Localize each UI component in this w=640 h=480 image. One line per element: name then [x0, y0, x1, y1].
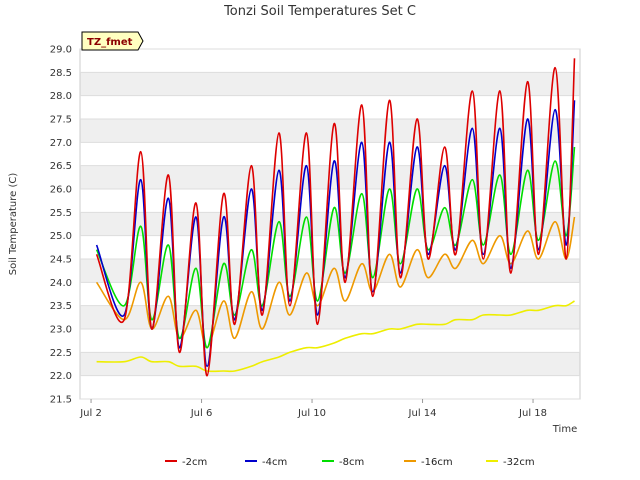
legend-label: -4cm — [262, 457, 287, 468]
background-band — [80, 305, 580, 329]
background-band — [80, 282, 580, 306]
legend-label: -8cm — [339, 457, 364, 468]
legend-label: -32cm — [503, 457, 535, 468]
series-line-neg32cm — [96, 300, 575, 373]
y-tick-label: 28.5 — [50, 68, 72, 79]
background-band — [80, 352, 580, 376]
background-band — [80, 72, 580, 96]
y-tick-label: 29.0 — [50, 45, 72, 56]
x-tick-label: Jul 6 — [190, 408, 213, 419]
legend-label: -2cm — [182, 457, 207, 468]
plot-background-bands — [80, 49, 580, 399]
y-tick-label: 22.5 — [50, 348, 72, 359]
y-tick-label: 25.0 — [50, 231, 72, 242]
y-tick-label: 26.5 — [50, 161, 72, 172]
legend: -2cm -4cm -8cm -16cm -32cm — [165, 457, 535, 468]
y-tick-label: 28.0 — [50, 91, 72, 102]
y-tick-label: 21.5 — [50, 395, 72, 406]
background-band — [80, 95, 580, 119]
y-tick-label: 23.0 — [50, 325, 72, 336]
y-tick-label: 22.0 — [50, 371, 72, 382]
y-tick-label: 25.5 — [50, 208, 72, 219]
x-axis-title: Time — [552, 424, 577, 435]
y-tick-label: 24.5 — [50, 255, 72, 266]
background-band — [80, 49, 580, 73]
background-band — [80, 119, 580, 143]
y-axis: 21.5 22.0 22.5 23.0 23.5 24.0 24.5 25.0 25.5 26.0… — [50, 45, 72, 406]
background-band — [80, 375, 580, 399]
y-tick-label: 26.0 — [50, 185, 72, 196]
y-tick-label: 23.5 — [50, 301, 72, 312]
series-lines — [95, 58, 576, 377]
badge-label: TZ_fmet — [87, 37, 133, 48]
chart-title: Tonzi Soil Temperatures Set C — [223, 4, 416, 19]
background-band — [80, 259, 580, 283]
x-tick-label: Jul 14 — [408, 408, 437, 419]
background-band — [80, 165, 580, 189]
legend-label: -16cm — [421, 457, 453, 468]
series-line-neg16cm — [95, 216, 576, 349]
y-tick-label: 24.0 — [50, 278, 72, 289]
x-axis: Jul 2 Jul 6 Jul 10 Jul 14 Jul 18 — [79, 399, 547, 419]
y-axis-title: Soil Temperature (C) — [8, 173, 19, 276]
y-tick-label: 27.5 — [50, 115, 72, 126]
background-band — [80, 189, 580, 213]
x-tick-label: Jul 10 — [297, 408, 326, 419]
background-band — [80, 329, 580, 353]
badge-box — [81, 31, 144, 51]
x-tick-label: Jul 18 — [518, 408, 547, 419]
y-tick-label: 27.0 — [50, 138, 72, 149]
station-badge: TZ_fmet — [81, 31, 144, 51]
series-line-neg2cm — [95, 58, 576, 377]
x-tick-label: Jul 2 — [79, 408, 102, 419]
